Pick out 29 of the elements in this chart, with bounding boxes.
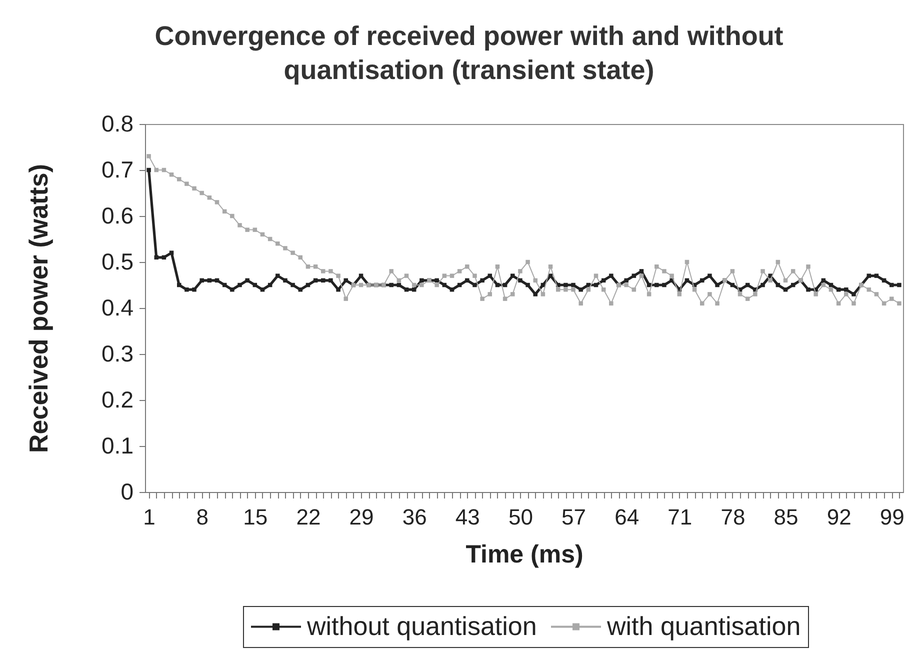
x-tick-label: 99 — [880, 504, 904, 530]
x-tick-label: 92 — [826, 504, 852, 530]
x-tick-label: 29 — [349, 504, 374, 530]
x-tick-label: 57 — [562, 504, 586, 530]
x-tick-label: 22 — [296, 504, 321, 530]
x-tick-label: 71 — [668, 504, 692, 530]
y-tick-label: 0.5 — [102, 248, 134, 274]
y-tick-label: 0 — [120, 478, 134, 504]
x-tick-label: 85 — [774, 504, 798, 530]
x-tick-label: 50 — [508, 504, 533, 530]
x-tick-label: 64 — [614, 504, 640, 530]
y-tick-label: 0.6 — [102, 202, 134, 228]
y-axis-title: Received power (watts) — [24, 164, 54, 453]
legend-label: with quantisation — [606, 610, 801, 641]
y-tick-label: 0.1 — [102, 432, 134, 458]
x-tick-label: 78 — [720, 504, 746, 530]
x-tick-label: 1 — [143, 504, 156, 530]
legend-label: without quantisation — [306, 610, 537, 641]
y-tick-label: 0.8 — [102, 110, 134, 136]
y-tick-label: 0.2 — [102, 386, 134, 412]
x-axis-title: Time (ms) — [466, 540, 584, 568]
y-tick-label: 0.3 — [102, 340, 134, 366]
y-tick-label: 0.4 — [102, 294, 134, 320]
x-tick-label: 15 — [243, 504, 268, 530]
x-tick-label: 43 — [455, 504, 480, 530]
x-tick-label: 36 — [402, 504, 427, 530]
chart-title: Convergence of received power with and without quantisation (transient state) — [154, 21, 784, 85]
y-tick-label: 0.7 — [102, 156, 134, 182]
x-tick-label: 8 — [196, 504, 208, 530]
